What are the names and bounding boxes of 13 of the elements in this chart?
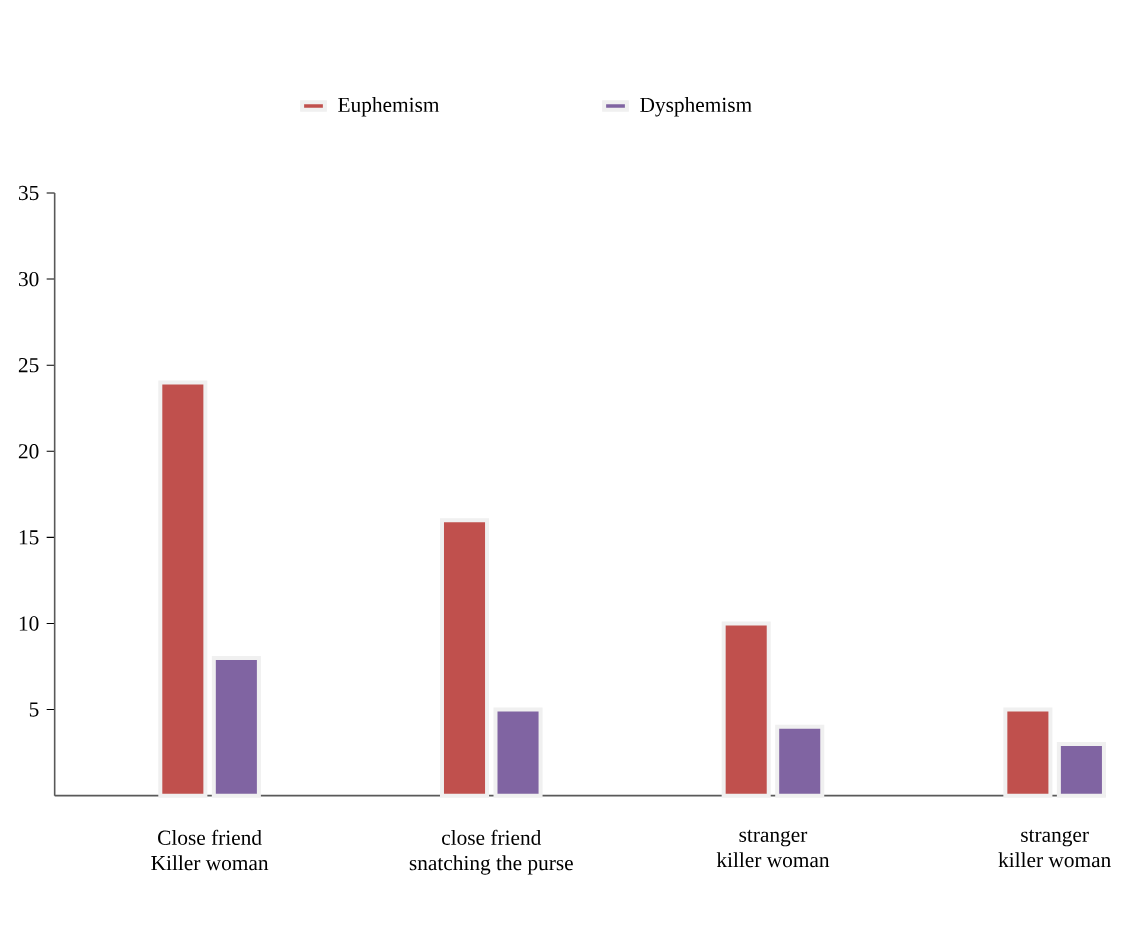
x-tick-label: stranger killer woman bbox=[716, 829, 830, 868]
y-tick-label: 30 bbox=[18, 271, 39, 287]
y-tick-label: 10 bbox=[19, 616, 39, 631]
x-tick-label: stranger killer woman bbox=[998, 829, 1111, 868]
y-tick-label: 35 bbox=[18, 185, 39, 201]
y-tick-label: 20 bbox=[18, 444, 39, 459]
x-tick-label: close friend snatching the purse bbox=[409, 829, 573, 875]
y-tick-label: 15 bbox=[19, 530, 39, 545]
y-tick-label: 25 bbox=[18, 358, 39, 373]
x-tick-label: Close friend Killer woman bbox=[151, 829, 269, 871]
legend-label: Euphemism bbox=[338, 97, 440, 117]
legend-label: Dysphemism bbox=[640, 97, 752, 117]
y-tick-label: 5 bbox=[29, 702, 39, 717]
